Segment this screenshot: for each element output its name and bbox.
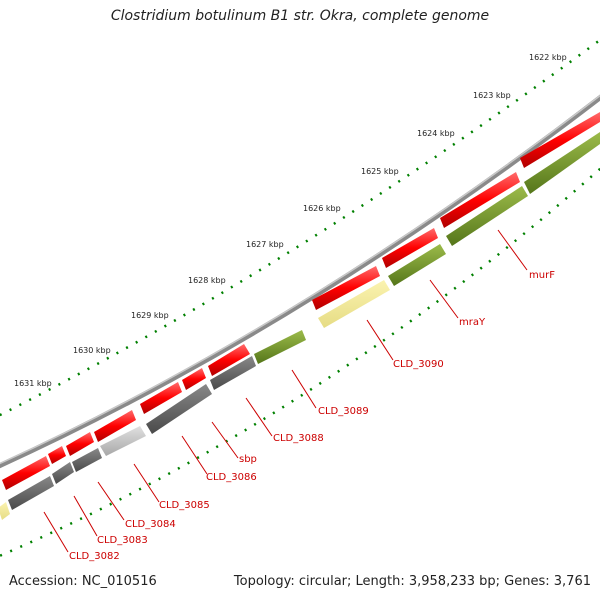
cds-bar xyxy=(146,384,212,434)
tick-label: 1628 kbp xyxy=(188,276,226,285)
cds-bar xyxy=(0,502,10,520)
leader-line xyxy=(43,511,69,553)
gene-label: CLD_3089 xyxy=(318,406,369,417)
cds-bar xyxy=(52,462,74,484)
cds-bar xyxy=(388,244,446,286)
leader-line xyxy=(429,279,459,319)
cds-bar xyxy=(210,356,256,390)
cds-bar xyxy=(524,132,600,194)
gene-arrow xyxy=(208,344,250,376)
leader-line xyxy=(245,397,273,437)
map-title: Clostridium botulinum B1 str. Okra, comp… xyxy=(110,8,490,24)
topology-text: Topology: circular; Length: 3,958,233 bp… xyxy=(233,574,591,589)
gene-labels: murF mraY CLD_3090 CLD_3089 CLD_3088 sbp… xyxy=(69,270,555,562)
leader-line xyxy=(97,481,125,521)
leader-line xyxy=(211,421,239,459)
tick-label: 1625 kbp xyxy=(361,167,399,176)
tick-label: 1631 kbp xyxy=(14,379,52,388)
gene-arrow xyxy=(140,382,182,414)
gene-arrow xyxy=(94,410,136,442)
cds-bar xyxy=(8,476,54,510)
scale-labels: 1622 kbp 1623 kbp 1624 kbp 1625 kbp 1626… xyxy=(14,53,567,388)
cds-features xyxy=(0,132,600,520)
forward-strand-genes xyxy=(2,112,600,490)
gene-arrow xyxy=(520,112,600,168)
tick-label: 1627 kbp xyxy=(246,240,284,249)
gene-label: CLD_3083 xyxy=(97,535,148,546)
gene-label: CLD_3088 xyxy=(273,433,324,444)
leader-line xyxy=(366,319,394,361)
cds-bar xyxy=(446,186,528,246)
gene-arrow xyxy=(312,266,380,310)
cds-bar xyxy=(72,448,102,472)
gene-label: CLD_3086 xyxy=(206,472,257,483)
gene-arrow xyxy=(182,368,206,390)
tick-label: 1622 kbp xyxy=(529,53,567,62)
gene-arrow xyxy=(382,228,438,268)
gene-arrow xyxy=(66,432,94,456)
leader-line xyxy=(133,463,160,503)
leader-line xyxy=(73,495,98,537)
gene-label: murF xyxy=(529,270,555,281)
gene-arrow xyxy=(440,172,520,228)
cds-bar xyxy=(318,280,390,328)
backbone-ring xyxy=(0,94,600,469)
gene-label: sbp xyxy=(239,454,257,465)
gene-label: mraY xyxy=(459,317,486,328)
gene-label: CLD_3090 xyxy=(393,359,444,370)
label-leaders xyxy=(43,229,528,553)
tick-label: 1626 kbp xyxy=(303,204,341,213)
tick-label: 1623 kbp xyxy=(473,91,511,100)
leader-line xyxy=(497,229,528,271)
cds-bar xyxy=(254,330,306,364)
cds-bar xyxy=(100,426,146,456)
accession-text: Accession: NC_010516 xyxy=(9,574,157,589)
backbone-highlight xyxy=(0,94,600,465)
gene-arrow xyxy=(2,456,50,490)
gene-label: CLD_3084 xyxy=(125,519,176,530)
tick-label: 1629 kbp xyxy=(131,311,169,320)
gene-label: CLD_3085 xyxy=(159,500,210,511)
gene-arrow xyxy=(48,446,66,464)
tick-label: 1630 kbp xyxy=(73,346,111,355)
tick-label: 1624 kbp xyxy=(417,129,455,138)
leader-line xyxy=(291,369,317,409)
leader-line xyxy=(181,435,208,475)
scale-dots-inner xyxy=(0,167,600,558)
gene-label: CLD_3082 xyxy=(69,551,120,562)
